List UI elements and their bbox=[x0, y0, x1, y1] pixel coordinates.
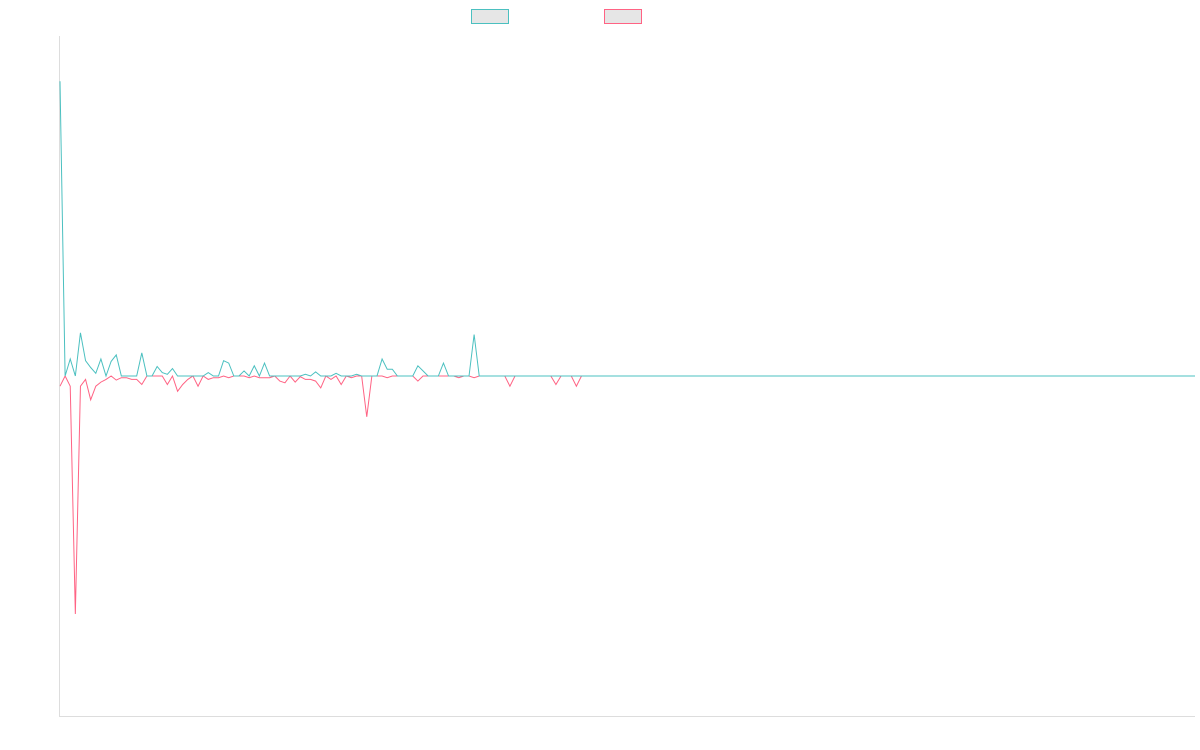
legend-swatch-series-1 bbox=[471, 9, 509, 24]
series-1-line bbox=[59, 81, 1195, 378]
legend-swatch-series-2 bbox=[604, 9, 642, 24]
legend-item-series-2[interactable] bbox=[604, 9, 642, 24]
series-layer bbox=[59, 81, 1195, 615]
legend-item-series-1[interactable] bbox=[471, 9, 509, 24]
legend bbox=[0, 9, 1200, 27]
series-2-line bbox=[59, 374, 1195, 615]
